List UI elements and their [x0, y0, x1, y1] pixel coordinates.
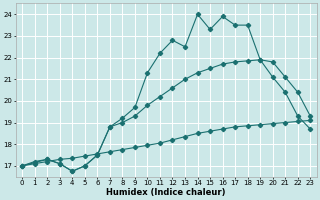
X-axis label: Humidex (Indice chaleur): Humidex (Indice chaleur) [107, 188, 226, 197]
